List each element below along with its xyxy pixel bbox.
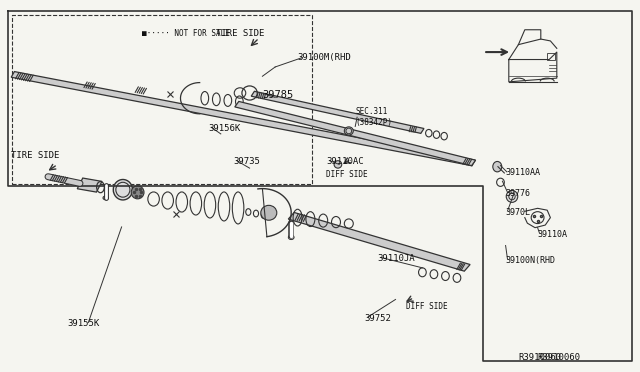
Text: 39776: 39776 [506, 189, 531, 198]
Ellipse shape [493, 161, 502, 172]
Ellipse shape [261, 205, 277, 220]
Text: DIFF SIDE: DIFF SIDE [406, 302, 448, 311]
Ellipse shape [113, 180, 132, 200]
Ellipse shape [506, 190, 518, 202]
Text: TIRE SIDE: TIRE SIDE [216, 29, 264, 38]
Text: 39156K: 39156K [208, 124, 240, 133]
Text: ■····· NOT FOR SALE: ■····· NOT FOR SALE [142, 29, 230, 38]
Text: 39100N(RHD: 39100N(RHD [506, 256, 556, 265]
Text: TIRE SIDE: TIRE SIDE [11, 151, 60, 160]
Text: 39155K: 39155K [67, 319, 99, 328]
Polygon shape [11, 71, 476, 166]
Bar [12, 15, 312, 184]
Text: 39735: 39735 [234, 157, 260, 166]
Text: 3970L: 3970L [506, 208, 531, 217]
Text: SEC.311
(38342P): SEC.311 (38342P) [355, 108, 392, 127]
Polygon shape [77, 178, 102, 192]
Ellipse shape [288, 235, 294, 240]
Bar [547, 53, 555, 60]
Polygon shape [235, 102, 476, 166]
Text: 39110AC: 39110AC [326, 157, 364, 166]
Polygon shape [288, 212, 470, 271]
Polygon shape [252, 91, 424, 134]
Text: 39110A: 39110A [538, 230, 568, 239]
Text: 39110AA: 39110AA [506, 169, 541, 177]
Text: 39110JA: 39110JA [378, 254, 415, 263]
Text: 39785: 39785 [262, 90, 294, 100]
Ellipse shape [103, 196, 108, 200]
Ellipse shape [334, 161, 342, 168]
Text: 39100M(RHD: 39100M(RHD [298, 53, 351, 62]
Text: DIFF SIDE: DIFF SIDE [326, 170, 368, 179]
Text: 39752: 39752 [365, 314, 392, 323]
Ellipse shape [131, 186, 144, 199]
Text: R3910060: R3910060 [538, 353, 580, 362]
Text: R3910060: R3910060 [518, 353, 561, 362]
Ellipse shape [344, 127, 353, 135]
